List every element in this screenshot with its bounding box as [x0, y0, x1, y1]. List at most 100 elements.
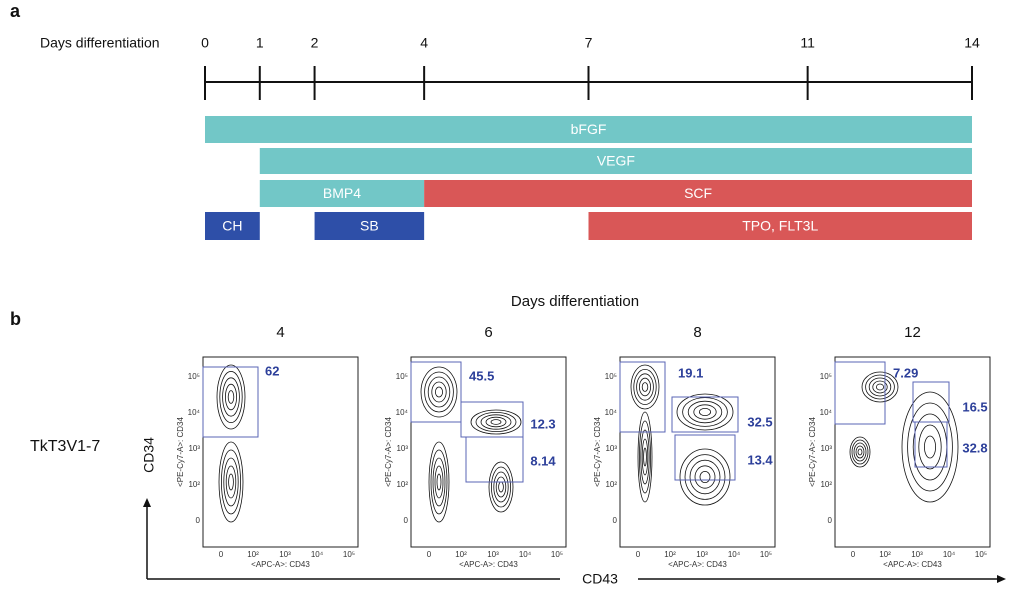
plot-x-label: <APC-A>: CD43: [668, 560, 727, 569]
arrow-head: [143, 498, 151, 507]
contour: [493, 471, 509, 503]
contour: [912, 413, 948, 481]
contour: [868, 377, 892, 397]
contour: [693, 404, 717, 420]
contour: [687, 400, 723, 424]
contour: [633, 368, 657, 405]
y-tick-label: 10³: [605, 444, 617, 453]
x-tick-label: 10²: [247, 550, 259, 559]
y-tick-label: 0: [196, 516, 201, 525]
bar-label: SB: [360, 218, 379, 234]
contour: [470, 409, 522, 435]
bar-label: BMP4: [323, 185, 361, 201]
plot-y-label: <PE-Cy7-A>: CD34: [384, 417, 393, 487]
contour: [918, 424, 942, 470]
contour: [498, 481, 504, 493]
bar: [205, 116, 972, 143]
day-label: 4: [276, 324, 284, 341]
contour: [641, 438, 649, 476]
gate: [834, 361, 886, 425]
contour: [641, 382, 649, 392]
bar-label: SCF: [684, 185, 712, 201]
x-axis-label: CD43: [582, 571, 618, 587]
y-tick-label: 10³: [396, 444, 408, 453]
y-axis-label: CD34: [141, 437, 157, 473]
x-tick-label: 10⁴: [519, 550, 532, 559]
contour: [676, 393, 734, 431]
contour: [436, 473, 442, 491]
y-tick-label: 0: [828, 516, 833, 525]
contour: [639, 420, 652, 494]
gate-percent: 32.8: [962, 440, 987, 455]
x-tick-label: 10³: [279, 550, 291, 559]
y-tick-label: 10⁵: [396, 372, 408, 381]
plot-x-label: <APC-A>: CD43: [251, 560, 310, 569]
contour: [865, 374, 895, 400]
gate-percent: 16.5: [962, 399, 987, 414]
contour: [219, 370, 243, 423]
x-tick-label: 10⁵: [760, 550, 772, 559]
gate-percent: 12.3: [530, 416, 555, 431]
day-label: 6: [484, 324, 492, 341]
contour: [689, 459, 721, 495]
contour: [227, 390, 235, 404]
x-tick-label: 10⁴: [728, 550, 741, 559]
gate: [619, 361, 666, 433]
panel-label: a: [10, 1, 21, 21]
axis-label: Days differentiation: [40, 35, 160, 51]
y-tick-label: 10²: [188, 480, 200, 489]
tick-label: 4: [420, 35, 428, 51]
contour: [637, 411, 653, 503]
x-tick-label: 10²: [664, 550, 676, 559]
y-tick-label: 10⁵: [188, 372, 200, 381]
contour: [432, 457, 446, 507]
tick-label: 0: [201, 35, 209, 51]
contour: [857, 448, 863, 456]
day-label: 12: [904, 324, 921, 341]
plot-frame: [202, 356, 359, 548]
contour: [490, 466, 511, 508]
contour: [682, 397, 728, 427]
tick-label: 11: [800, 35, 815, 51]
contour: [424, 371, 454, 413]
x-tick-label: 10⁵: [343, 550, 355, 559]
bar: [588, 212, 972, 240]
contour: [639, 377, 652, 397]
contour: [901, 391, 959, 503]
row-label: TkT3V1-7: [30, 438, 100, 455]
tick-label: 1: [256, 35, 264, 51]
x-tick-label: 10³: [911, 550, 923, 559]
gate: [914, 421, 948, 468]
gate-percent: 7.29: [893, 365, 918, 380]
gate: [674, 434, 736, 481]
plot-frame: [410, 356, 567, 548]
gate-percent: 8.14: [530, 453, 556, 468]
contour: [480, 414, 512, 430]
plot-y-label: <PE-Cy7-A>: CD34: [808, 417, 817, 487]
x-tick-label: 10³: [487, 550, 499, 559]
panel-title: Days differentiation: [511, 293, 639, 310]
x-tick-label: 10⁴: [311, 550, 324, 559]
contour: [220, 449, 241, 515]
y-tick-label: 10³: [820, 444, 832, 453]
tick-label: 2: [311, 35, 319, 51]
x-tick-label: 10⁵: [975, 550, 987, 559]
gate: [465, 436, 524, 483]
x-tick-label: 10³: [696, 550, 708, 559]
plot-x-label: <APC-A>: CD43: [459, 560, 518, 569]
contour: [488, 461, 514, 513]
contour: [694, 465, 716, 489]
x-tick-label: 0: [219, 550, 224, 559]
gate: [410, 361, 462, 423]
contour: [630, 364, 660, 410]
contour: [485, 416, 507, 428]
gate-percent: 32.5: [747, 414, 772, 429]
y-tick-label: 10⁴: [396, 408, 409, 417]
x-tick-label: 0: [851, 550, 856, 559]
contour: [876, 383, 885, 391]
contour: [216, 364, 246, 430]
contour: [225, 465, 237, 499]
bar: [259, 148, 972, 174]
contour: [427, 376, 451, 408]
gate-percent: 62: [265, 363, 279, 378]
